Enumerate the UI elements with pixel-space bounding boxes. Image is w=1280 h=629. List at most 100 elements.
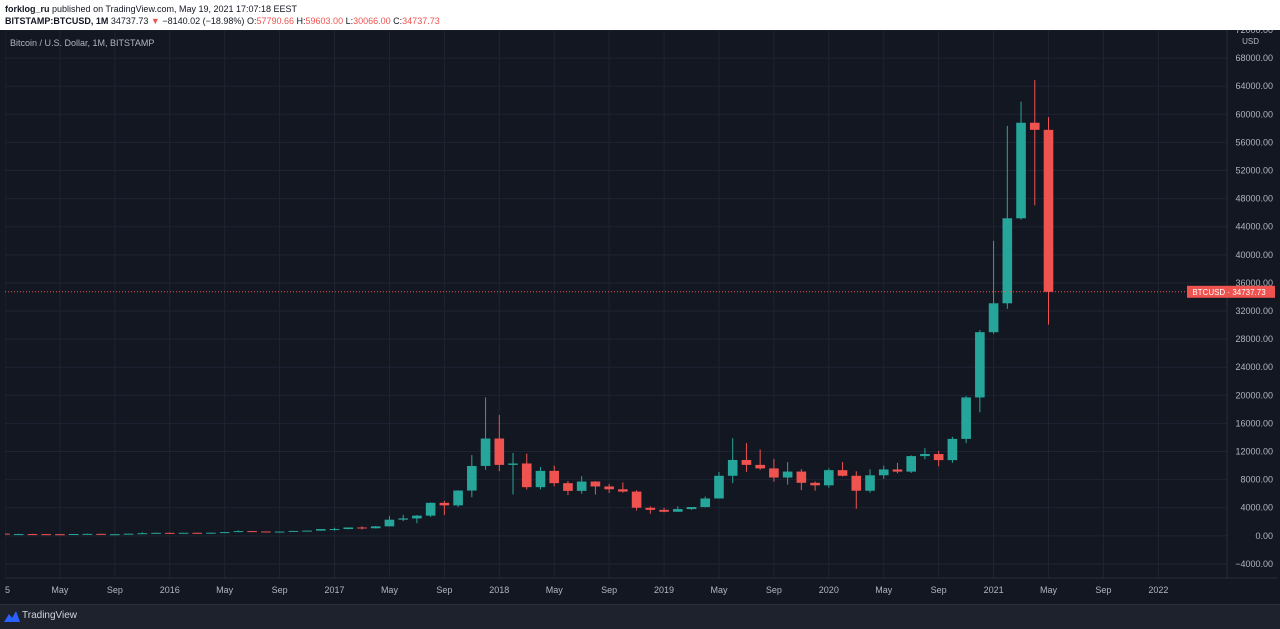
candle-body xyxy=(82,533,93,535)
candle-body xyxy=(576,481,587,491)
candle-body xyxy=(727,459,738,476)
candlestick-chart[interactable]: −4000.00 0.00 4000.00 8000.00 12000.00 16000.… xyxy=(5,30,1277,604)
candle-body xyxy=(535,470,546,488)
chart-title: Bitcoin / U.S. Dollar, 1M, BITSTAMP xyxy=(10,38,155,48)
x-tick-label: Sep xyxy=(107,585,123,595)
x-tick-label: 2018 xyxy=(489,585,509,595)
candle-body xyxy=(274,531,285,533)
y-tick-label: 72000.00 xyxy=(1235,30,1273,35)
x-tick-label: 2022 xyxy=(1148,585,1168,595)
y-tick-label: 52000.00 xyxy=(1235,166,1273,176)
close-value: 34737.73 xyxy=(402,16,440,26)
publisher-line: forklog_ru published on TradingView.com,… xyxy=(5,3,297,15)
last-price: 34737.73 xyxy=(110,16,149,26)
x-tick-label: Sep xyxy=(436,585,452,595)
x-tick-label: Sep xyxy=(766,585,782,595)
candle-body xyxy=(961,397,971,439)
y-tick-label: 40000.00 xyxy=(1235,250,1273,260)
candle-body xyxy=(741,459,752,465)
x-tick-label: 2016 xyxy=(160,585,180,595)
candle-body xyxy=(247,531,257,533)
publish-header: forklog_ru published on TradingView.com,… xyxy=(0,0,1280,30)
footer-brand[interactable]: TradingView xyxy=(22,610,78,621)
price-change: −8140.02 (−18.98%) xyxy=(162,16,245,26)
candle-body xyxy=(151,532,161,534)
x-tick-label: Sep xyxy=(931,585,947,595)
candle-body xyxy=(55,534,65,536)
candle-body xyxy=(315,529,326,531)
candle-body xyxy=(13,534,24,536)
tradingview-logo-icon[interactable] xyxy=(4,609,20,623)
y-tick-label: 24000.00 xyxy=(1235,362,1273,372)
candle-body xyxy=(357,527,367,529)
y-tick-label: 64000.00 xyxy=(1235,81,1273,91)
candle-body xyxy=(425,502,436,516)
candle-body xyxy=(686,507,697,510)
down-arrow-icon: ▼ xyxy=(150,16,160,26)
y-tick-label: 44000.00 xyxy=(1235,222,1273,232)
ohlc-legend: BITSTAMP:BTCUSD, 1M 34737.73 ▼ −8140.02 … xyxy=(5,15,440,27)
candle-body xyxy=(453,490,463,506)
y-tick-label: 56000.00 xyxy=(1235,137,1273,147)
candle-body xyxy=(933,453,944,461)
candle-body xyxy=(851,475,862,491)
x-tick-label: 2019 xyxy=(654,585,674,595)
low-label: L: xyxy=(345,16,354,26)
candle-body xyxy=(1043,129,1054,292)
candle-body xyxy=(631,491,642,508)
candle-body xyxy=(906,456,917,472)
x-tick-label: May xyxy=(381,585,399,595)
x-tick-label: Sep xyxy=(601,585,617,595)
candle-body xyxy=(865,475,875,491)
y-tick-label: 8000.00 xyxy=(1240,475,1273,485)
candle-body xyxy=(714,475,724,499)
y-tick-label: −4000.00 xyxy=(1235,559,1273,569)
candle-body xyxy=(110,534,120,536)
chart-area[interactable]: −4000.00 0.00 4000.00 8000.00 12000.00 16000.… xyxy=(5,30,1277,604)
candle-body xyxy=(769,468,779,478)
candle-body xyxy=(261,531,271,533)
candle-body xyxy=(288,530,299,532)
publisher-name[interactable]: forklog_ru xyxy=(5,4,50,14)
price-tag-label: BTCUSD · 34737.73 xyxy=(1192,288,1266,297)
x-tick-label: May xyxy=(710,585,728,595)
candle-body xyxy=(480,438,491,466)
candle-body xyxy=(41,534,51,536)
symbol-label: BITSTAMP:BTCUSD, 1M xyxy=(5,16,109,26)
candle-body xyxy=(645,507,656,510)
x-tick-label: May xyxy=(1040,585,1058,595)
candle-body xyxy=(96,533,106,535)
candle-body xyxy=(947,438,958,461)
candle-body xyxy=(988,303,999,333)
candle-body xyxy=(604,486,614,490)
candle-body xyxy=(219,532,230,534)
candle-body xyxy=(164,532,175,534)
candle-body xyxy=(521,463,532,488)
candle-body xyxy=(178,532,189,534)
open-value: 57790.66 xyxy=(256,16,295,26)
candle-body xyxy=(412,515,422,519)
candle-body xyxy=(659,509,669,512)
y-tick-label: 60000.00 xyxy=(1235,109,1273,119)
candle-body xyxy=(27,534,38,536)
x-tick-label: Sep xyxy=(1095,585,1111,595)
candle-body xyxy=(192,532,203,534)
candle-body xyxy=(137,533,148,535)
candle-body xyxy=(5,533,10,535)
candle-body xyxy=(384,519,395,527)
x-tick-label: May xyxy=(875,585,893,595)
x-tick-label: May xyxy=(51,585,69,595)
candle-body xyxy=(796,471,807,483)
candle-body xyxy=(672,509,683,512)
candle-body xyxy=(975,332,985,398)
candle-body xyxy=(370,526,381,529)
low-value: 30066.00 xyxy=(353,16,391,26)
high-label: H: xyxy=(296,16,306,26)
y-tick-label: 0.00 xyxy=(1255,531,1273,541)
candle-body xyxy=(700,498,711,508)
candle-body xyxy=(508,463,518,465)
candle-body xyxy=(233,531,244,533)
candle-body xyxy=(563,483,573,491)
y-tick-label: 16000.00 xyxy=(1235,418,1273,428)
y-tick-label: 4000.00 xyxy=(1240,503,1273,513)
